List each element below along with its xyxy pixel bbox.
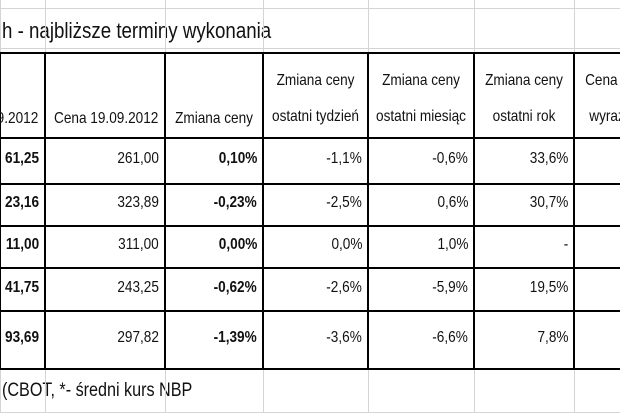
column-header: ostatni rok	[492, 108, 556, 125]
cell: 0,6%	[437, 194, 468, 211]
cell: 243,25	[117, 278, 159, 296]
cell: 0,10%	[218, 150, 257, 167]
column-header: wyraż	[589, 108, 620, 125]
cell: 0,0%	[331, 236, 362, 253]
cell: 19,5%	[529, 278, 568, 296]
cell: 7,8%	[537, 329, 568, 346]
cell: -2,5%	[326, 194, 362, 211]
cell: 61,25	[4, 150, 39, 167]
table-border	[367, 52, 369, 370]
column-header: 9.2012	[0, 110, 39, 127]
column-header: Zmiana ceny	[276, 72, 355, 89]
table-border	[262, 52, 264, 370]
table-border	[164, 52, 166, 370]
cell: 1,0%	[437, 236, 468, 253]
cell: -5,9%	[432, 278, 468, 296]
cell: -6,6%	[432, 329, 468, 346]
column-header: Cena 19.09.2012	[54, 110, 159, 127]
table-border	[0, 310, 620, 312]
cell: 0,00%	[218, 236, 257, 253]
table-border	[473, 52, 475, 370]
cell: 297,82	[117, 329, 159, 346]
footnote: (CBOT, *- średni kurs NBP	[2, 380, 193, 401]
cell: -1,1%	[326, 150, 362, 167]
table-border	[44, 52, 46, 370]
table-border	[0, 267, 620, 269]
grid-line	[0, 8, 620, 9]
column-header: Zmiana ceny	[175, 110, 253, 127]
cell: -	[563, 236, 568, 253]
cell: -0,6%	[432, 150, 468, 167]
table-border	[0, 183, 620, 185]
cell: -0,62%	[213, 278, 257, 296]
grid-line	[0, 48, 620, 49]
table-border	[0, 52, 620, 54]
table-border	[573, 52, 575, 370]
cell: 11,00	[5, 236, 39, 253]
cell: -1,39%	[213, 329, 257, 346]
cell: 33,6%	[529, 150, 568, 167]
cell: 311,00	[118, 236, 159, 253]
column-header: Zmiana ceny	[382, 72, 460, 89]
column-header: ostatni miesiąc	[376, 108, 466, 125]
cell: 261,00	[117, 150, 159, 167]
cell: 93,69	[4, 329, 39, 346]
table-border	[0, 137, 620, 139]
cell: 41,75	[4, 278, 39, 296]
column-header: Zmiana ceny	[485, 72, 563, 89]
sheet-title: h - najbliższe terminy wykonania	[2, 18, 272, 43]
table-border	[0, 52, 1, 370]
column-header: ostatni tydzień	[272, 108, 359, 125]
table-border	[0, 368, 620, 370]
cell: -2,6%	[326, 278, 362, 296]
cell: 30,7%	[529, 194, 568, 211]
cell: -0,23%	[213, 194, 257, 211]
column-header: Cena 2	[585, 72, 620, 89]
cell: -3,6%	[326, 329, 362, 346]
cell: 323,89	[117, 194, 159, 211]
cell: 23,16	[4, 194, 39, 211]
table-border	[0, 225, 620, 227]
